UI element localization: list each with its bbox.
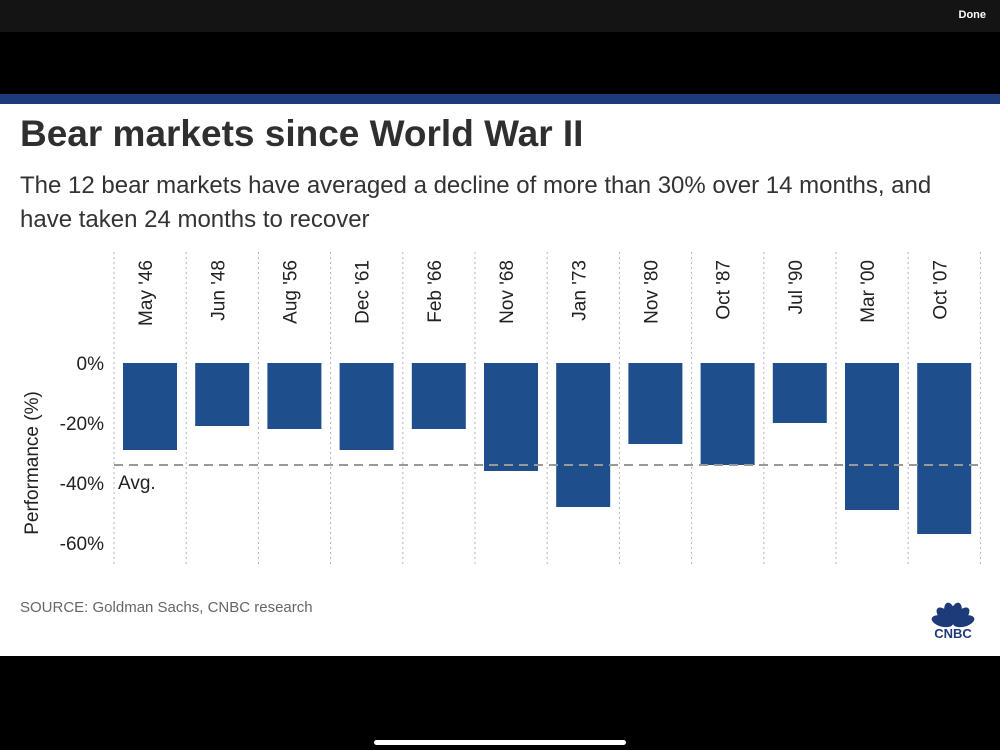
bar (484, 363, 538, 471)
category-label: Oct '87 (714, 260, 735, 320)
chart-card: Bear markets since World War II The 12 b… (0, 94, 1000, 656)
category-label: May '46 (136, 260, 157, 326)
bar (123, 363, 177, 450)
top-toolbar: Done (0, 0, 1000, 32)
y-tick-label: 0% (77, 354, 105, 375)
category-label: Jul '90 (786, 260, 807, 314)
bar (267, 363, 322, 429)
y-tick-label: -20% (60, 414, 104, 435)
accent-stripe (0, 94, 1000, 104)
bar (917, 363, 972, 534)
bar (700, 363, 755, 465)
y-tick-label: -40% (60, 474, 104, 495)
category-label: Feb '66 (425, 260, 446, 323)
done-button[interactable]: Done (958, 9, 987, 21)
bar (195, 363, 250, 426)
peacock-icon (931, 602, 975, 628)
category-label: Nov '80 (642, 260, 663, 324)
category-label: Dec '61 (353, 260, 374, 324)
cnbc-logo: CNBC (931, 602, 975, 641)
source-note: SOURCE: Goldman Sachs, CNBC research (20, 599, 313, 616)
bar (628, 363, 683, 444)
bar (556, 363, 611, 507)
peacock-feather (952, 615, 975, 628)
category-label: Mar '00 (858, 260, 879, 323)
y-tick-label: -60% (60, 534, 104, 555)
chart-title: Bear markets since World War II (20, 113, 584, 154)
logo-text: CNBC (934, 626, 972, 641)
chart-subtitle: The 12 bear markets have averaged a decl… (20, 172, 932, 233)
category-label: Oct '07 (930, 260, 951, 320)
average-label: Avg. (118, 473, 156, 494)
bar (772, 363, 827, 423)
bar (339, 363, 394, 450)
bar (845, 363, 899, 510)
category-label: Aug '56 (281, 260, 302, 324)
y-axis-label: Performance (%) (22, 391, 43, 535)
bar (411, 363, 466, 429)
category-label: Nov '68 (497, 260, 518, 324)
category-label: Jan '73 (569, 260, 590, 321)
category-label: Jun '48 (208, 260, 229, 321)
home-indicator[interactable] (374, 740, 626, 745)
bar-chart: May '46 Jun '48 Aug '56 Dec '61 Feb '66 Nov '… (22, 252, 981, 564)
